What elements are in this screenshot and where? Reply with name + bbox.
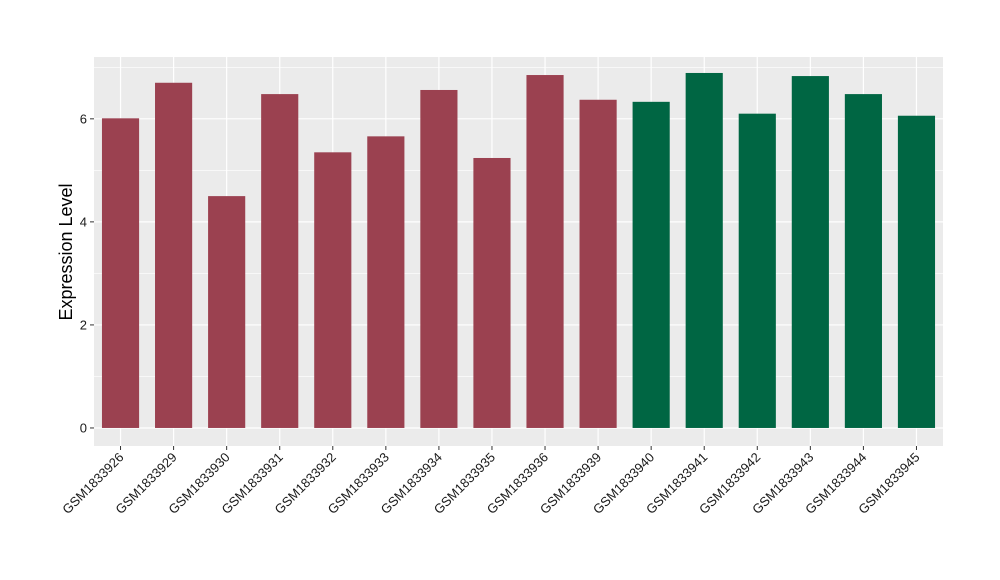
y-tick-label: 4 [80,214,87,229]
y-axis-title: Expression Level [56,183,76,320]
bar-GSM1833939 [579,99,617,428]
bar-GSM1833930 [208,196,246,428]
bar-GSM1833926 [101,118,140,428]
x-axis: GSM1833926GSM1833929GSM1833930GSM1833931… [59,446,923,517]
bar-GSM1833940 [632,101,670,428]
bar-GSM1833935 [473,157,511,428]
bar-GSM1833932 [314,152,352,428]
y-tick-label: 0 [80,420,87,435]
bar-GSM1833941 [685,72,723,428]
bar-GSM1833931 [261,94,299,428]
bar-GSM1833943 [791,76,829,428]
bar-GSM1833944 [844,94,882,428]
bar-GSM1833929 [155,82,193,428]
y-tick-label: 2 [80,317,87,332]
bars [101,72,936,428]
bar-GSM1833942 [738,113,776,428]
bar-GSM1833934 [420,89,458,428]
y-axis: 0 2 4 6 [80,111,94,435]
y-tick-label: 6 [80,111,87,126]
bar-GSM1833945 [897,115,936,428]
bar-GSM1833936 [526,75,564,428]
bar-GSM1833933 [367,136,405,428]
